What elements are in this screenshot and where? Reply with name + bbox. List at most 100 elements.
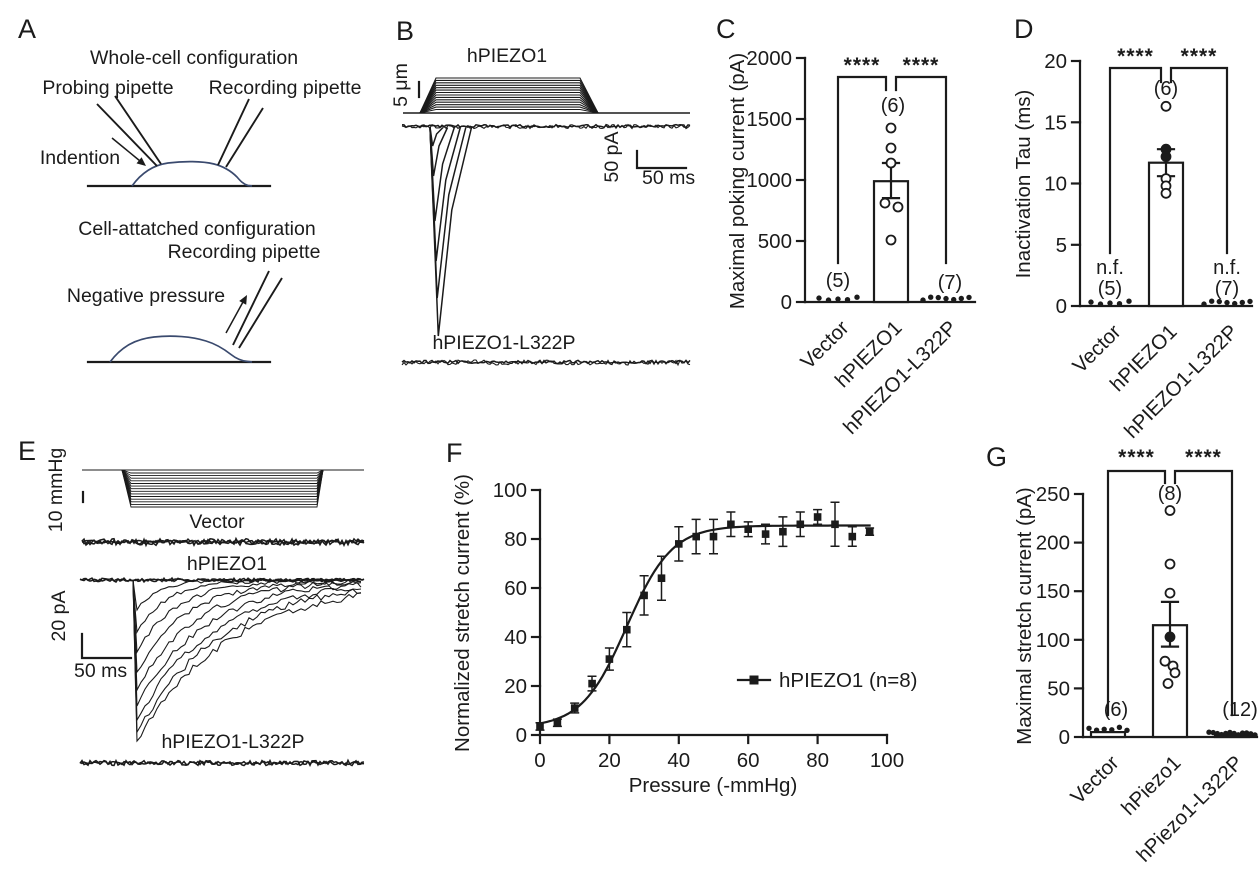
panel-c-letter: C [716, 14, 736, 44]
y-tick-label: 10 [1044, 173, 1067, 196]
data-point-marker [796, 520, 805, 529]
hpiezo1-stretch-trace [132, 578, 362, 674]
scatter-point [1164, 558, 1176, 570]
baseline-data-dot [1248, 731, 1254, 737]
category-label: hPIEZO1-L322P [1120, 320, 1243, 443]
n-count-label: (6) [1154, 78, 1178, 100]
baseline-data-dot [943, 295, 949, 302]
recording-pipette2-label: Recording pipette [168, 241, 321, 263]
baseline-data-dot [958, 295, 964, 302]
time-scale-label-e: 50 ms [74, 660, 127, 682]
baseline-data-dot [966, 294, 972, 301]
baseline-data-dot [951, 296, 957, 303]
scatter-point [885, 234, 897, 246]
nf-label: n.f. [1213, 257, 1241, 279]
scatter-point [1162, 678, 1174, 689]
baseline-data-dot [1109, 727, 1115, 733]
scatter-point [885, 142, 897, 154]
legend-label: hPIEZO1 (n=8) [779, 669, 917, 692]
recording-pipette-label: Recording pipette [209, 77, 362, 99]
category-label: Vector [1066, 751, 1123, 808]
significance-stars: **** [1118, 446, 1155, 469]
baseline-data-dot [1214, 730, 1221, 737]
significance-stars: **** [844, 54, 881, 77]
hpiezo1-stretch-trace [132, 579, 362, 707]
scatter-point [1164, 587, 1176, 599]
scatter-point [885, 157, 897, 169]
y-tick-label: 80 [504, 528, 527, 551]
data-point-marker [761, 530, 770, 538]
hpiezo1-stretch-trace [132, 579, 362, 693]
negative-pressure-arrow-head [239, 295, 247, 305]
negative-pressure-arrow-shaft [225, 301, 244, 334]
scale-bars-e [80, 632, 133, 660]
panel-d: D Inactivation Tau (ms) 05101520Vector(5… [1012, 14, 1254, 443]
hpiezo1-stretch-trace [132, 577, 361, 654]
scatter-point [1169, 667, 1181, 679]
n-count-label: (5) [1098, 278, 1122, 300]
legend-marker [749, 675, 759, 685]
baseline-data-dot [1101, 726, 1107, 732]
depth-scale-label: 5 μm [390, 63, 412, 107]
data-point-marker [588, 679, 596, 688]
category-label: hPiezo1-L322P [1132, 751, 1247, 866]
data-point-marker [727, 520, 735, 529]
n-count-label: (7) [1215, 278, 1239, 300]
indention-label: Indention [40, 147, 120, 169]
data-point-marker [553, 719, 562, 727]
hpiezo1-stretch-trace [132, 579, 362, 743]
data-point-marker [831, 520, 839, 529]
x-tick-label: 20 [598, 749, 621, 772]
panel-a-letter: A [18, 14, 36, 44]
y-tick-label: 0 [1056, 295, 1067, 318]
hpiezo1-stretch-trace [132, 579, 362, 734]
indention-arrow-head [136, 157, 146, 166]
baseline-data-dot [1218, 731, 1225, 738]
scatter-point [1159, 655, 1171, 667]
baseline-data-dot [1223, 730, 1229, 737]
probing-pipette-label: Probing pipette [42, 77, 173, 99]
poking-current-baseline [401, 123, 691, 130]
significance-bracket [894, 75, 948, 265]
panel-f-ylabel: Normalized stretch current (%) [451, 474, 474, 752]
bar [1213, 733, 1251, 739]
baseline-data-dot [1093, 727, 1100, 733]
panel-d-letter: D [1014, 14, 1034, 44]
n-count-label: (6) [1104, 699, 1128, 721]
poking-current-spike [429, 126, 473, 337]
l322p-flat-trace [401, 359, 691, 367]
significance-stars: **** [903, 54, 940, 77]
scatter-point [1164, 631, 1176, 643]
current-scale-label-e: 20 pA [48, 591, 70, 642]
data-point-marker [813, 513, 822, 521]
indention-arrow-shaft [111, 137, 141, 162]
baseline-data-dot [1239, 730, 1246, 736]
y-tick-label: 50 [1047, 677, 1070, 700]
x-tick-label: 0 [534, 749, 545, 772]
baseline-data-dot [1086, 725, 1092, 731]
hpiezo1-trace-label: hPIEZO1 [467, 45, 547, 67]
negative-pressure-label: Negative pressure [67, 285, 225, 307]
panel-b: B 5 μm hPIEZO1 50 pA 50 ms hPIEZO1-L322P [390, 16, 695, 367]
scatter-point [1164, 505, 1176, 516]
hpiezo1-stretch-trace [132, 579, 362, 722]
x-tick-label: 80 [806, 749, 829, 772]
baseline-data-dot [1116, 724, 1123, 730]
baseline-data-dot [1088, 299, 1094, 305]
recording-pipette2-lines [232, 270, 283, 349]
x-tick-label: 40 [667, 749, 690, 772]
data-point-marker [623, 625, 631, 634]
y-tick-label: 250 [1036, 483, 1070, 506]
x-tick-label: 100 [870, 749, 904, 772]
y-tick-label: 200 [1036, 532, 1070, 555]
scale-bars [635, 149, 688, 170]
baseline-data-dot [1107, 300, 1113, 306]
baseline-data-dot [835, 296, 841, 302]
data-point-marker [605, 655, 614, 663]
bar [1089, 730, 1127, 739]
panel-f-letter: F [446, 438, 463, 468]
probing-pipette-lines [96, 95, 162, 167]
panel-e-traces [79, 469, 365, 768]
panel-e: E 10 mmHg Vector hPIEZO1 20 pA 50 ms hPI… [18, 436, 365, 768]
